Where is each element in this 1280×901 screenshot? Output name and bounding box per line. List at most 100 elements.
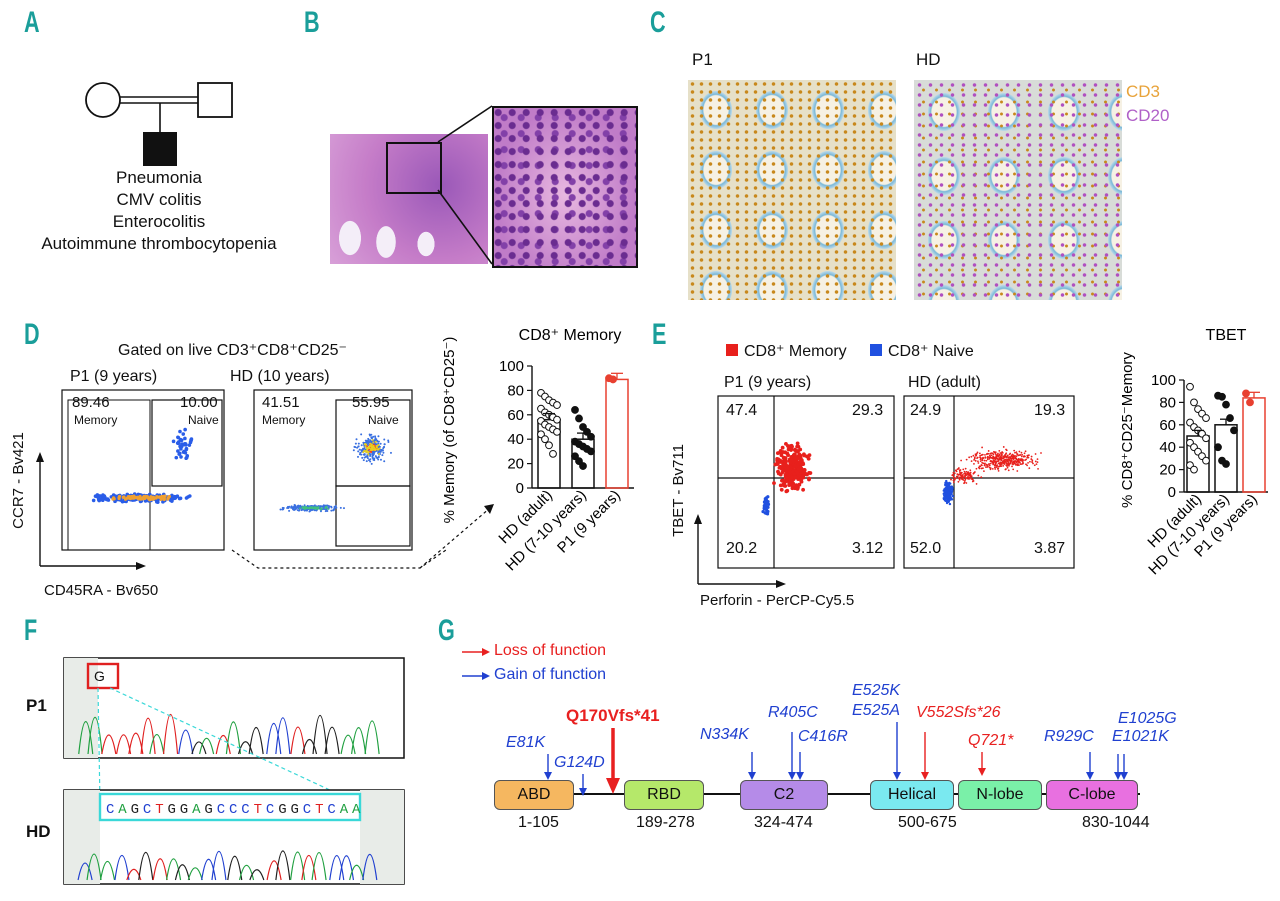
flow-event <box>1018 460 1021 463</box>
flow-event <box>956 468 959 471</box>
mutation-e525a: E525A <box>852 702 901 719</box>
flow-event <box>381 449 384 452</box>
flow-event <box>166 496 170 500</box>
flow-event <box>994 468 997 470</box>
p1-naive-pct: 10.00 <box>180 394 218 411</box>
legend-memory-swatch <box>726 344 738 356</box>
flow-event <box>366 457 369 460</box>
flow-event <box>1003 459 1005 462</box>
flow-event <box>964 479 966 482</box>
data-point <box>1222 460 1230 468</box>
flow-event <box>369 439 372 442</box>
flow-event <box>972 454 975 457</box>
chromatogram-peak <box>101 734 117 755</box>
flow-event <box>1011 461 1014 464</box>
flow-event <box>996 458 999 461</box>
chromatogram-peak <box>77 862 93 881</box>
flow-event <box>294 504 297 507</box>
flow-event <box>364 445 367 448</box>
hd-memory-pct: 41.51 <box>262 394 300 411</box>
flow-event <box>370 449 373 452</box>
flow-event <box>956 475 959 478</box>
flow-event <box>977 462 980 464</box>
flow-event <box>993 464 996 467</box>
flow-event <box>764 498 768 502</box>
flow-event <box>317 506 320 509</box>
mutation-c416r: C416R <box>798 728 848 745</box>
chromatogram-peak <box>187 867 203 881</box>
flow-event <box>945 483 949 487</box>
flow-event <box>779 453 784 458</box>
flow-event <box>136 496 140 500</box>
data-point <box>609 375 617 384</box>
flow-event <box>1017 458 1020 461</box>
flow-event <box>1015 457 1018 460</box>
sequence-base: C <box>303 802 311 818</box>
y-tick-label: 40 <box>1159 439 1176 456</box>
flow-event <box>356 455 359 458</box>
flow-event <box>801 462 806 467</box>
y-tick-label: 80 <box>507 382 524 399</box>
flow-event <box>1022 455 1025 458</box>
ihc-label-p1: P1 <box>692 50 713 69</box>
flow-event <box>362 441 365 444</box>
sequence-base: C <box>143 802 151 818</box>
flow-event <box>973 457 976 460</box>
chromatogram-peak <box>174 864 191 881</box>
flow-event <box>1020 459 1023 462</box>
chromatogram-peak <box>162 714 179 755</box>
flow-event <box>783 484 788 488</box>
flow-axis-arrows-e <box>694 514 786 588</box>
flow-event <box>983 464 986 467</box>
chromatogram-peak <box>312 715 328 755</box>
chromatogram-peak <box>340 734 356 755</box>
flow-event <box>112 497 116 501</box>
flow-event <box>300 509 303 512</box>
chromatogram-peak <box>324 726 340 755</box>
flow-event <box>179 438 184 442</box>
flow-event <box>979 458 982 461</box>
gated-title: Gated on live CD3⁺CD8⁺CD25⁻ <box>118 342 347 359</box>
flow-event <box>324 510 327 513</box>
hd-memory-label: Memory <box>262 413 306 427</box>
flow-event <box>132 496 136 500</box>
legend-memory-label: CD8⁺ Memory <box>744 343 847 360</box>
flow-event <box>327 504 330 507</box>
flow-event <box>953 477 956 480</box>
flow-event <box>986 456 989 459</box>
data-point <box>1186 382 1194 391</box>
ihc-image-hd <box>914 80 1122 300</box>
flow-event <box>360 453 363 456</box>
chromatogram-peak <box>248 727 264 755</box>
chromatogram-peak <box>152 858 168 881</box>
flow-event <box>807 477 811 482</box>
chromatogram-peak <box>301 855 317 881</box>
sequence-base: G <box>278 802 286 818</box>
flow-event <box>948 481 951 485</box>
flow-event <box>313 509 316 512</box>
flow-event <box>973 459 975 461</box>
flow-event <box>1026 464 1029 467</box>
chromatogram-peak <box>266 722 282 755</box>
flow-event <box>342 507 345 510</box>
flow-event <box>372 441 375 444</box>
flow-event <box>979 454 982 457</box>
chromatogram-peak <box>140 717 156 755</box>
flow-event <box>360 433 363 436</box>
flow-event <box>975 454 977 457</box>
flow-event <box>1016 460 1019 462</box>
ihc-label-hd: HD <box>916 50 941 69</box>
flow-event <box>319 508 322 511</box>
flow-event <box>1004 468 1007 471</box>
flow-event <box>1009 461 1012 464</box>
chromatogram-peak <box>311 852 327 881</box>
flow-event <box>334 505 337 508</box>
flow-event <box>965 470 968 473</box>
mutation-v552: V552Sfs*26 <box>916 704 1001 721</box>
mutation-q170: Q170Vfs*41 <box>566 706 660 725</box>
flow-event <box>1000 459 1003 462</box>
flow-event <box>997 452 999 455</box>
flow-event <box>795 449 800 454</box>
panel-label-f: F <box>24 614 38 647</box>
domain-range-c2: 324-474 <box>754 814 813 831</box>
